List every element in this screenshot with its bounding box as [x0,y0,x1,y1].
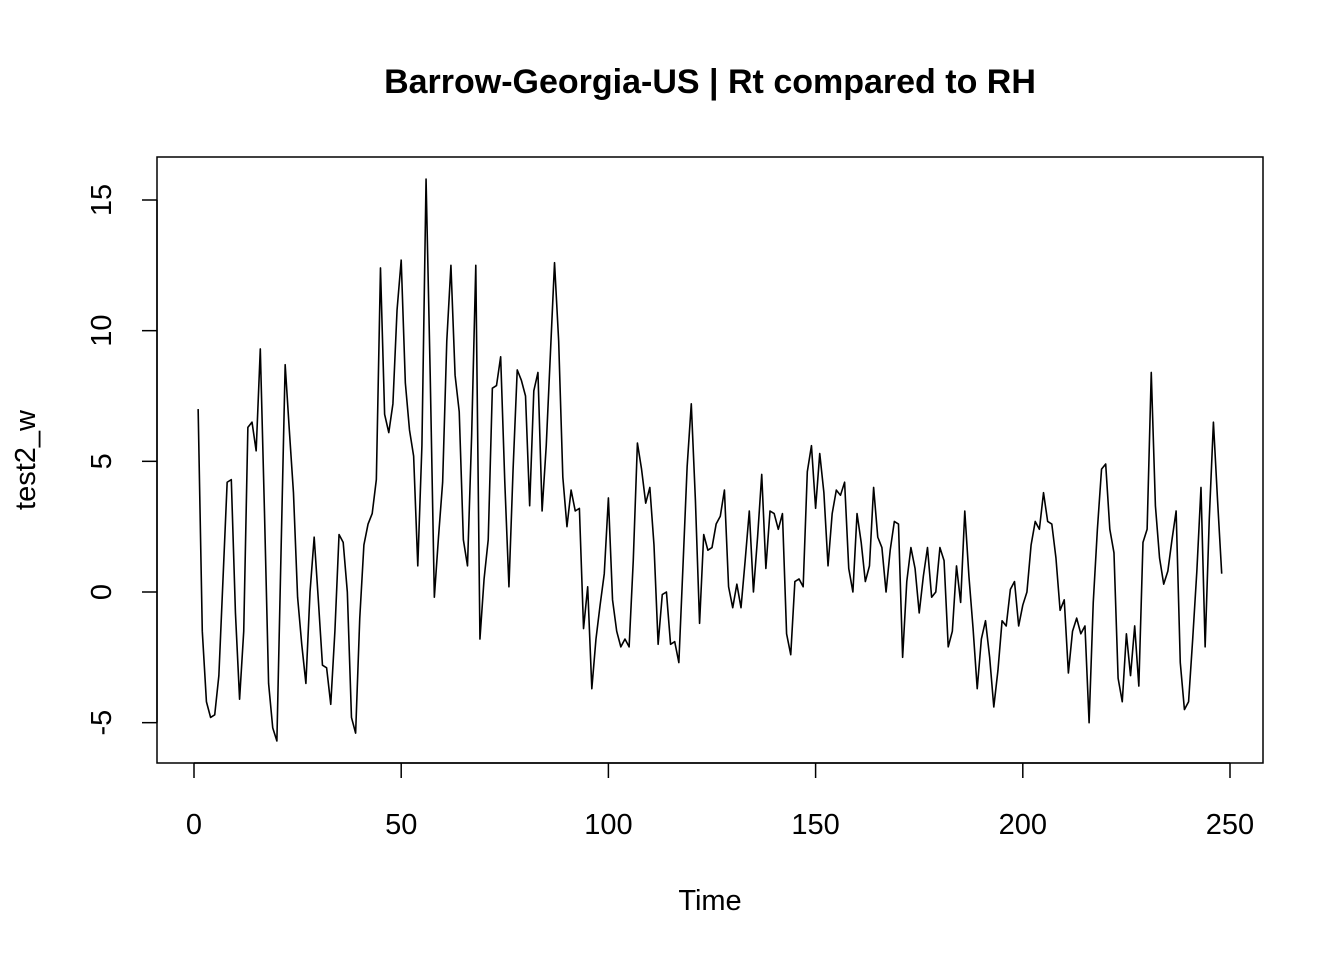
x-tick-label: 200 [999,809,1047,841]
x-axis: 0 50 100 150 200 250 [186,762,1254,841]
x-axis-label: Time [678,885,741,917]
y-tick-label: 15 [86,184,118,216]
y-tick-label: 10 [86,315,118,347]
plot-frame [156,156,1264,764]
series-line [197,178,1223,742]
x-tick-label: 50 [385,809,417,841]
y-axis-label: test2_w [10,409,42,510]
y-axis: -5 0 5 10 15 [86,184,158,736]
x-tick-label: 100 [584,809,632,841]
y-tick-label: 5 [86,453,118,469]
y-tick-label: -5 [86,710,118,736]
x-tick-label: 250 [1206,809,1254,841]
x-tick-label: 150 [791,809,839,841]
chart-title: Barrow-Georgia-US | Rt compared to RH [384,63,1036,101]
y-tick-label: 0 [86,584,118,600]
x-tick-label: 0 [186,809,202,841]
